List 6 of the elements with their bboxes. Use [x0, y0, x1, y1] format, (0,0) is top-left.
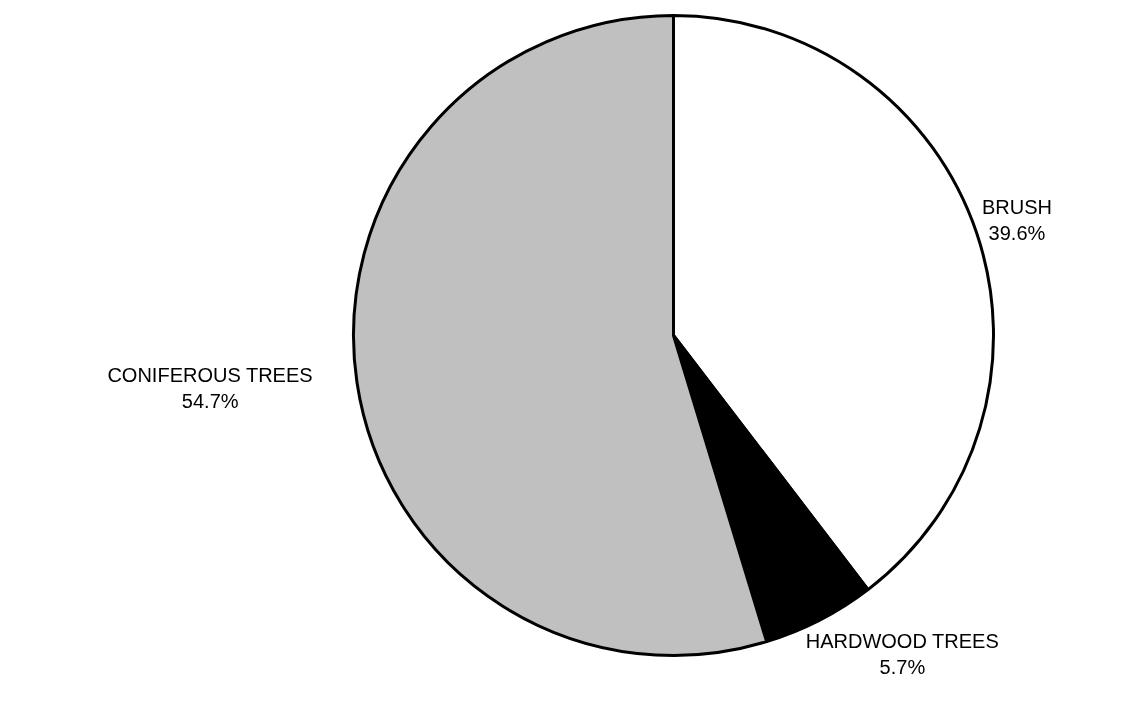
data-label: 5.7%: [879, 656, 926, 679]
data-label: 54.7%: [181, 390, 239, 413]
data-label: 39.6%: [988, 222, 1046, 245]
slice-label: CONIFEROUS TREES: [107, 364, 313, 387]
slice-label: BRUSH: [981, 196, 1052, 219]
slice-label: HARDWOOD TREES: [805, 630, 999, 653]
